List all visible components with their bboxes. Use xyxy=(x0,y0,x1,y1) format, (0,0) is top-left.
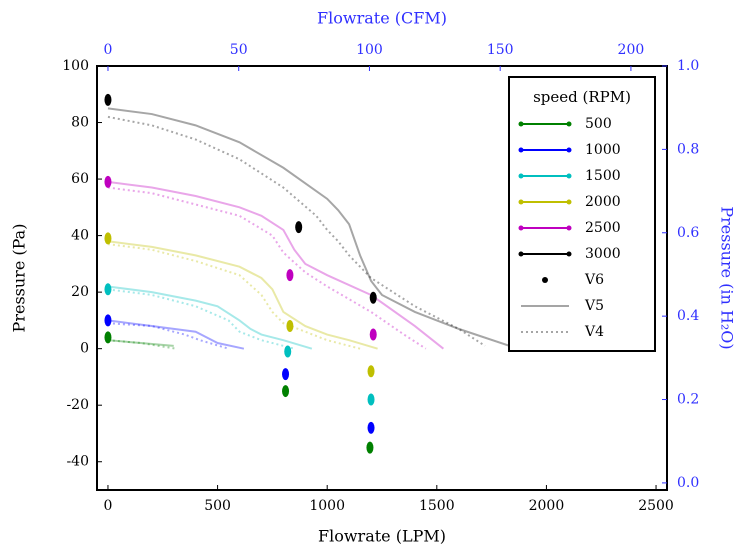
legend-label: 1000 xyxy=(585,142,621,158)
data-point xyxy=(284,345,292,358)
legend-marker xyxy=(518,121,524,127)
data-point xyxy=(286,269,294,282)
data-point xyxy=(295,221,303,234)
x2-axis-label: Flowrate (CFM) xyxy=(317,9,447,28)
x2-tick-label: 100 xyxy=(356,42,383,58)
data-line xyxy=(107,285,313,350)
y2-tick-label: 0.6 xyxy=(677,225,699,241)
data-line xyxy=(107,339,177,350)
x2-tick-label: 50 xyxy=(230,42,248,58)
plot-frame xyxy=(96,65,668,491)
data-point xyxy=(367,421,375,434)
y2-tick-label: 0.8 xyxy=(677,141,699,157)
legend-marker xyxy=(518,147,524,153)
legend-label: 1500 xyxy=(585,168,621,184)
x2-tick-label: 150 xyxy=(487,42,514,58)
data-point xyxy=(104,331,112,344)
y2-axis-label: Pressure (in H₂O) xyxy=(718,206,737,349)
y-tick-label: 60 xyxy=(71,171,89,187)
y-tick-label: 0 xyxy=(80,341,89,357)
x-tick-label: 1500 xyxy=(419,498,455,514)
data-line xyxy=(107,339,174,347)
y-tick-label: 100 xyxy=(62,58,89,74)
x-tick-label: 2500 xyxy=(638,498,674,514)
legend-label: V4 xyxy=(584,324,604,340)
legend-label: V5 xyxy=(584,298,604,314)
y-tick-label: -40 xyxy=(66,454,89,470)
legend-label: V6 xyxy=(584,272,604,288)
x2-tick-label: 200 xyxy=(618,42,645,58)
data-line xyxy=(107,319,245,350)
x-axis-label: Flowrate (LPM) xyxy=(318,527,446,546)
legend-label: 500 xyxy=(585,116,612,132)
y-axis-label: Pressure (Pa) xyxy=(10,224,29,333)
legend-marker xyxy=(542,277,548,283)
data-line xyxy=(107,240,378,350)
y-tick-label: 80 xyxy=(71,115,89,131)
legend-marker xyxy=(566,251,572,257)
legend-marker xyxy=(518,225,524,231)
legend-marker xyxy=(566,225,572,231)
data-point xyxy=(104,314,112,327)
legend-marker xyxy=(566,199,572,205)
legend-marker xyxy=(566,173,572,179)
legend-marker xyxy=(518,251,524,257)
data-point xyxy=(367,365,375,378)
data-line xyxy=(107,288,295,350)
y2-tick-label: 0.4 xyxy=(677,308,699,324)
data-point xyxy=(104,175,112,188)
data-point xyxy=(286,320,294,333)
y2-tick-label: 1.0 xyxy=(677,58,699,74)
data-line xyxy=(107,107,519,350)
legend-box xyxy=(508,76,656,352)
x-tick-label: 2000 xyxy=(529,498,565,514)
data-point xyxy=(366,441,374,454)
legend-label: 2000 xyxy=(585,194,621,210)
legend-title: speed (RPM) xyxy=(533,88,631,106)
data-point xyxy=(282,385,290,398)
data-line xyxy=(107,186,427,350)
y-tick-label: -20 xyxy=(66,397,89,413)
legend-label: 2500 xyxy=(585,220,621,236)
data-line xyxy=(107,115,486,347)
data-point xyxy=(369,291,377,304)
y-tick-label: 20 xyxy=(71,284,89,300)
data-point xyxy=(104,93,112,106)
x-tick-label: 0 xyxy=(104,498,113,514)
data-line xyxy=(107,243,361,350)
y2-tick-label: 0.0 xyxy=(677,475,699,491)
x2-tick-label: 0 xyxy=(104,42,113,58)
x-tick-label: 500 xyxy=(204,498,231,514)
legend-marker xyxy=(518,173,524,179)
x-tick-label: 1000 xyxy=(309,498,345,514)
legend-marker xyxy=(566,147,572,153)
data-point xyxy=(282,368,290,381)
y-tick-label: 40 xyxy=(71,228,89,244)
data-point xyxy=(369,328,377,341)
legend-marker xyxy=(518,199,524,205)
legend-marker xyxy=(566,121,572,127)
data-point xyxy=(104,232,112,245)
y2-tick-label: 0.2 xyxy=(677,392,699,408)
data-point xyxy=(367,393,375,406)
data-line xyxy=(107,180,445,350)
data-point xyxy=(104,283,112,296)
legend-label: 3000 xyxy=(585,246,621,262)
